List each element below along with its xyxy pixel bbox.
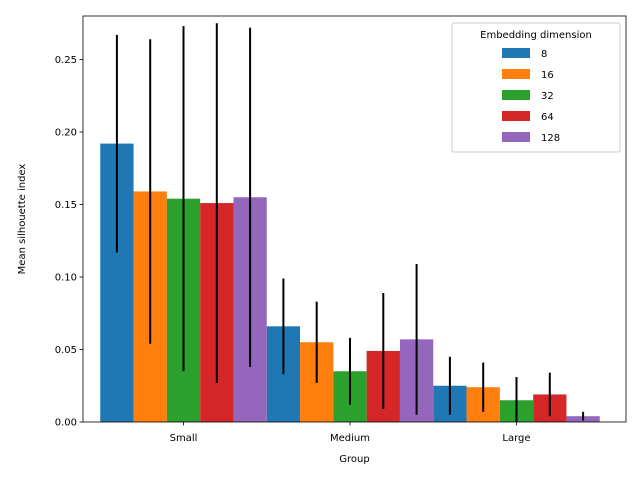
legend-label-64: 64 (541, 112, 554, 123)
legend-swatch-64 (502, 111, 530, 121)
y-tick-label: 0.25 (55, 55, 77, 66)
y-axis-label: Mean silhouette index (17, 164, 28, 275)
y-tick-label: 0.10 (55, 273, 77, 284)
legend-label-32: 32 (541, 91, 554, 102)
y-tick-label: 0.00 (55, 418, 77, 429)
legend-swatch-16 (502, 69, 530, 79)
error-bars-layer (115, 23, 585, 422)
y-tick-label: 0.20 (55, 128, 77, 139)
legend-label-16: 16 (541, 70, 554, 81)
legend-title: Embedding dimension (480, 30, 592, 41)
legend-box (451, 22, 621, 153)
plot-frame (82, 15, 627, 423)
legend-swatch-32 (502, 90, 530, 100)
legend-label-8: 8 (541, 49, 547, 60)
x-axis-label: Group (339, 454, 369, 465)
legend: Embedding dimension 8 16 32 64 128 (451, 22, 621, 153)
y-tick-label: 0.15 (55, 200, 77, 211)
x-tick-label: Small (170, 433, 198, 444)
legend-label-128: 128 (541, 133, 560, 144)
y-tick-label: 0.05 (55, 345, 77, 356)
legend-swatch-128 (502, 132, 530, 142)
legend-swatch-8 (502, 48, 530, 58)
x-axis: Small Medium Large (170, 422, 531, 444)
legend-items: 8 16 32 64 128 (502, 48, 560, 144)
x-tick-label: Medium (330, 433, 370, 444)
x-tick-label: Large (502, 433, 530, 444)
y-axis: 0.00 0.05 0.10 0.15 0.20 0.25 (55, 55, 83, 429)
